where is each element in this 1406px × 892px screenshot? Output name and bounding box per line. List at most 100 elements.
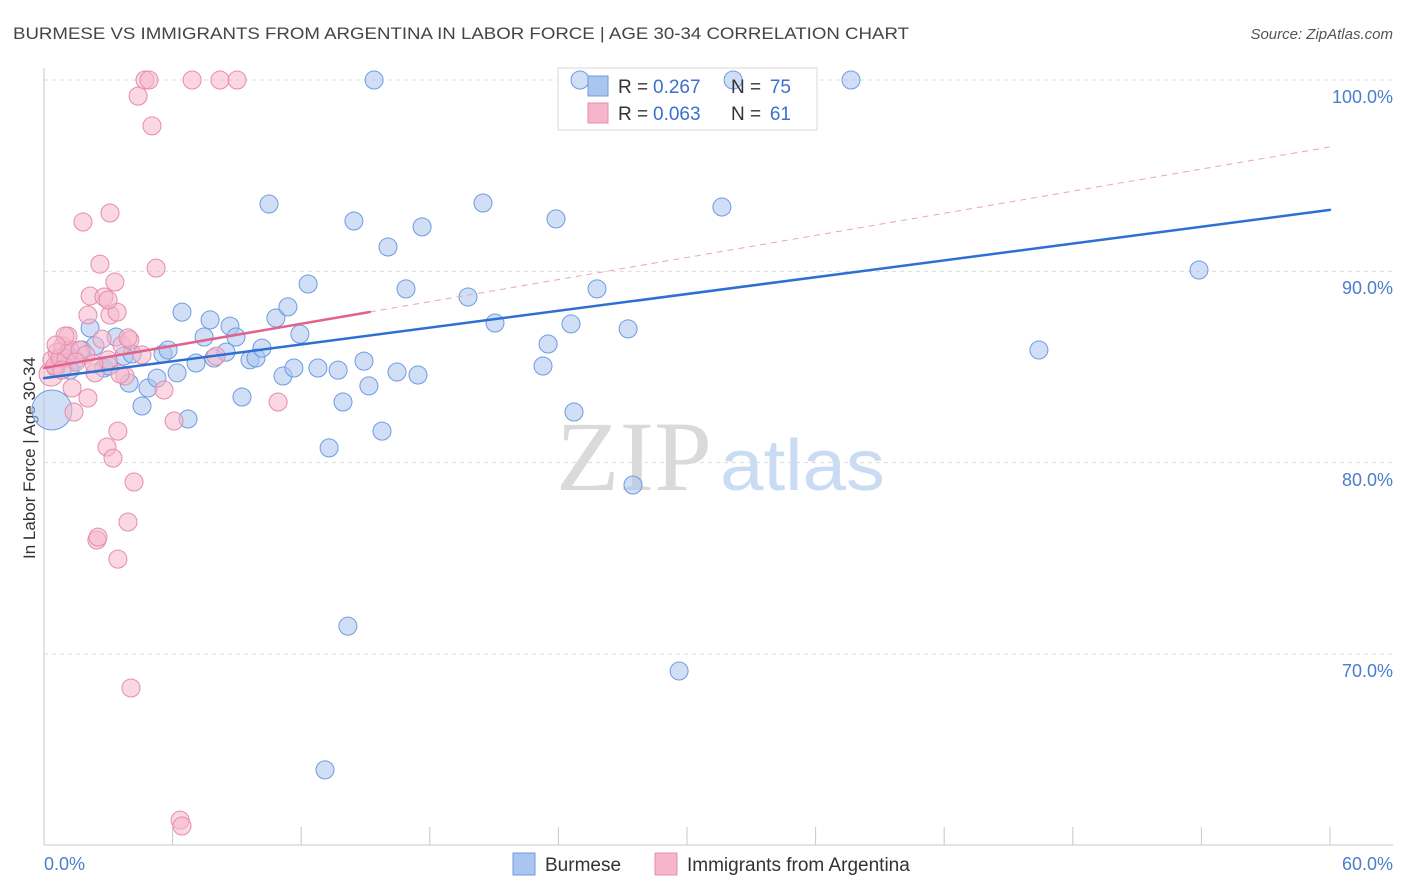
burmese-point [259,194,279,214]
argentina-point [78,388,98,408]
argentina-point [108,549,128,569]
legend-n-label: N = [731,77,761,98]
legend-r-value-argentina: 0.063 [653,104,701,125]
burmese-point [669,661,689,681]
argentina-point [92,329,112,349]
y-tick-label-90: 90.0% [1342,278,1393,298]
argentina-point [210,70,230,90]
burmese-point [1029,340,1049,360]
y-tick-label-100: 100.0% [1332,87,1393,107]
argentina-point [227,70,247,90]
burmese-point [623,475,643,495]
burmese-point [338,616,358,636]
burmese-point [587,279,607,299]
burmese-trend-line [42,208,1332,380]
argentina-point [142,116,162,136]
burmese-point [485,313,505,333]
legend: R = 0.267 N = 75 R = 0.063 N = 61 [587,75,791,125]
bottom-legend-label-argentina: Immigrants from Argentina [687,855,910,876]
x-tick-label-min: 0.0% [44,854,85,874]
burmese-point [308,358,328,378]
argentina-point [64,402,84,422]
legend-n-value-burmese: 75 [770,77,791,98]
burmese-point [387,362,407,382]
argentina-point [90,254,110,274]
argentina-point [121,678,141,698]
burmese-point [564,402,584,422]
argentina-trend-line [42,310,372,370]
argentina-point [108,421,128,441]
argentina-point [46,335,66,355]
argentina-trend-line-extension [369,146,1331,313]
legend-n-label: N = [731,104,761,125]
argentina-point [124,472,144,492]
bottom-legend-label-burmese: Burmese [545,855,621,876]
burmese-point [158,340,178,360]
burmese-point [538,334,558,354]
burmese-point [378,237,398,257]
burmese-points [31,70,1209,780]
argentina-point [268,392,288,412]
burmese-point [618,319,638,339]
argentina-point [128,86,148,106]
burmese-point [172,302,192,322]
burmese-point [315,760,335,780]
y-tick-labels: 100.0% 90.0% 80.0% 70.0% [1332,87,1393,681]
watermark-atlas: atlas [720,426,885,506]
argentina-point [172,816,192,836]
legend-n-value-argentina: 61 [770,104,791,125]
y-axis-title: In Labor Force | Age 30-34 [20,357,39,559]
argentina-point [88,527,108,547]
burmese-point [359,376,379,396]
watermark: ZIP atlas [556,401,885,512]
y-tick-label-70: 70.0% [1342,661,1393,681]
burmese-point [354,351,374,371]
burmese-point [533,356,553,376]
burmese-point [167,363,187,383]
burmese-point [319,438,339,458]
burmese-point [1189,260,1209,280]
argentina-point [164,411,184,431]
burmese-point [712,197,732,217]
bottom-legend-swatch-argentina [654,852,678,876]
burmese-point [458,287,478,307]
burmese-point [328,360,348,380]
burmese-point [344,211,364,231]
argentina-point [100,203,120,223]
argentina-point [78,305,98,325]
burmese-point [364,70,384,90]
burmese-point [232,387,252,407]
burmese-point [408,365,428,385]
argentina-point [139,70,159,90]
burmese-point [200,310,220,330]
argentina-point [105,272,125,292]
legend-r-value-burmese: 0.267 [653,77,701,98]
argentina-points [38,70,288,836]
argentina-point [182,70,202,90]
burmese-point [290,324,310,344]
argentina-point [132,345,152,365]
burmese-point [194,327,214,347]
argentina-point [103,448,123,468]
argentina-point [62,378,82,398]
bottom-legend: Burmese Immigrants from Argentina [512,852,910,876]
burmese-point [132,396,152,416]
argentina-point [118,512,138,532]
argentina-point [98,290,118,310]
bottom-legend-swatch-burmese [512,852,536,876]
y-tick-label-80: 80.0% [1342,470,1393,490]
legend-swatch-burmese [587,75,609,97]
legend-swatch-argentina [587,102,609,124]
burmese-point [278,297,298,317]
trend-lines [42,146,1332,380]
argentina-point [73,212,93,232]
burmese-point [333,392,353,412]
argentina-point [118,328,138,348]
argentina-point [146,258,166,278]
burmese-point [561,314,581,334]
chart-title: BURMESE VS IMMIGRANTS FROM ARGENTINA IN … [13,24,909,43]
burmese-point [396,279,416,299]
burmese-point [298,274,318,294]
burmese-point [284,358,304,378]
